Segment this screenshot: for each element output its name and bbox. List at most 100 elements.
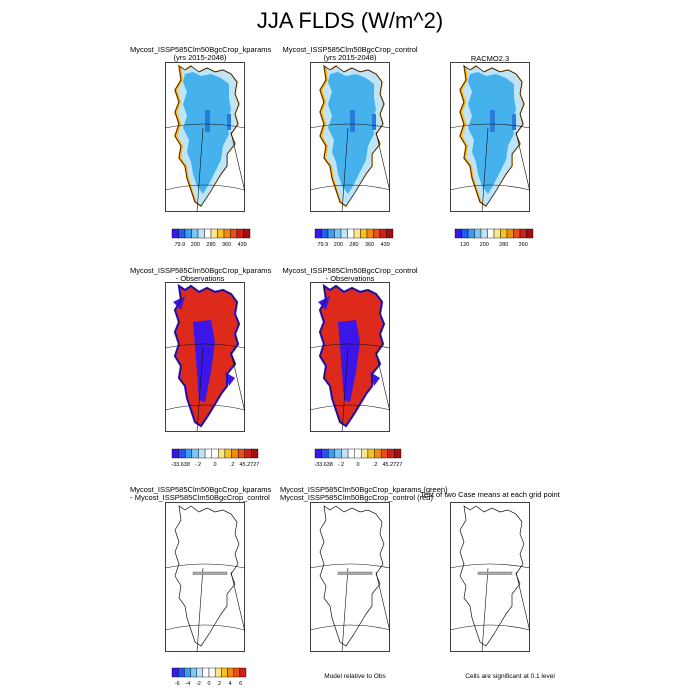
- longitude-line: [481, 567, 489, 652]
- coastline: [319, 285, 385, 427]
- ice-sheet-interior: [468, 72, 516, 194]
- latitude-line: [310, 123, 390, 129]
- colorbar-swatch: [347, 228, 355, 239]
- east-region: [512, 114, 516, 130]
- longitude-line: [196, 347, 204, 432]
- longitude-line: [196, 567, 204, 652]
- colorbar-swatch: [379, 228, 387, 239]
- colorbar-label: 280: [206, 242, 215, 248]
- colorbar-swatch: [239, 667, 247, 678]
- colorbar-swatch: [231, 448, 239, 459]
- map-frame: [165, 282, 245, 432]
- map-frame: [310, 502, 390, 652]
- colorbar-swatch: [394, 448, 402, 459]
- colorbar-swatch: [387, 448, 395, 459]
- colorbar-swatch: [360, 228, 368, 239]
- latitude-line: [310, 563, 390, 569]
- panel-5-title-line2: - Observations: [325, 274, 375, 283]
- colorbar-swatch: [178, 228, 186, 239]
- colorbar-label: -.2: [338, 462, 344, 468]
- colorbar-swatch: [233, 667, 241, 678]
- panel-2-title: Mycost_ISSP585Clm50BgcCrop_control (yrs …: [280, 46, 420, 62]
- colorbar-swatch: [314, 448, 322, 459]
- grid-stripe: [192, 571, 228, 575]
- colorbar-swatch: [184, 228, 192, 239]
- coastline: [319, 505, 385, 647]
- panel-4-title-line2: - Observations: [175, 274, 225, 283]
- colorbar-label: .2: [373, 462, 378, 468]
- colorbar-label: 200: [334, 242, 343, 248]
- grid-stripe: [337, 571, 373, 575]
- colorbar-swatch: [314, 228, 322, 239]
- longitude-line: [341, 347, 349, 432]
- colorbar-swatch: [513, 228, 521, 239]
- colorbar-swatch: [347, 448, 355, 459]
- east-region: [372, 114, 376, 130]
- colorbar-swatch: [171, 228, 179, 239]
- latitude-line: [165, 404, 245, 411]
- colorbar-label: 4: [229, 681, 232, 687]
- colorbar-swatch: [244, 448, 252, 459]
- colorbar-label: 280: [349, 242, 358, 248]
- colorbar-label: 439: [381, 242, 390, 248]
- colorbar-swatch: [208, 667, 216, 678]
- map-panel-kparams-minus-obs: [165, 282, 245, 432]
- panel-5-title-line1: Mycost_ISSP585Clm50BgcCrop_control: [282, 266, 418, 275]
- ice-sheet-interior: [328, 72, 376, 194]
- latitude-line: [450, 563, 530, 569]
- colorbar-swatch: [380, 448, 388, 459]
- colorbar-diff-kparams: -33.638 -.2 0 .2 45.2727: [171, 448, 259, 468]
- colorbar-swatch: [171, 448, 179, 459]
- longitude-line: [341, 567, 349, 652]
- latitude-line: [310, 404, 390, 411]
- colorbar-swatch: [191, 228, 199, 239]
- latitude-line: [165, 624, 245, 631]
- longitude-line: [375, 351, 390, 413]
- map-panel-racmo: [450, 62, 530, 212]
- panel-4-title: Mycost_ISSP585Clm50BgcCrop_kparams - Obs…: [130, 267, 271, 283]
- negative-core: [193, 320, 215, 402]
- panel-1-title-line2: (yrs 2015-2048): [173, 53, 227, 62]
- colorbar-swatch: [361, 448, 369, 459]
- panel-1-title: Mycost_ISSP585Clm50BgcCrop_kparams (yrs …: [130, 46, 271, 62]
- colorbar-swatch: [223, 228, 231, 239]
- colorbar-swatch: [366, 228, 374, 239]
- negative-core: [338, 320, 360, 402]
- east-region: [227, 114, 231, 130]
- colorbar-swatch: [334, 448, 342, 459]
- map-frame: [165, 62, 245, 212]
- colorbar-swatch: [237, 448, 245, 459]
- colorbar-swatch: [474, 228, 482, 239]
- latitude-line: [450, 624, 530, 631]
- map-panel-ttest: [450, 502, 530, 652]
- map-frame: [310, 282, 390, 432]
- colorbar-swatch: [221, 667, 228, 678]
- colorbar-swatch: [190, 667, 197, 678]
- colorbar-swatch: [328, 448, 336, 459]
- colorbar-label: -2: [196, 681, 201, 687]
- panel-3-title-line1: RACMO2.3: [470, 54, 510, 63]
- colorbar-label: -33.638: [314, 462, 333, 468]
- colorbar-label: 360: [365, 242, 374, 248]
- panel-5-title: Mycost_ISSP585Clm50BgcCrop_control - Obs…: [280, 267, 420, 283]
- colorbar-racmo: 120 200 280 360: [454, 228, 534, 248]
- map-panel-control: [310, 62, 390, 212]
- colorbar-swatch: [196, 667, 204, 678]
- colorbar-swatch: [218, 448, 226, 459]
- panel-7-title-line2: Mycost_ISSP585Clm50BgcCrop_control (red): [280, 493, 433, 502]
- colorbar-swatch: [243, 228, 251, 239]
- colorbar-label: 6: [239, 681, 242, 687]
- colorbar-swatch: [210, 228, 218, 239]
- longitude-line: [230, 351, 245, 413]
- colorbar-swatch: [341, 448, 349, 459]
- colorbar-label: -33.638: [171, 462, 190, 468]
- colorbar-swatch: [197, 228, 205, 239]
- figure-title: JJA FLDS (W/m^2): [256, 8, 444, 33]
- panel-2-title-line1: Mycost_ISSP585Clm50BgcCrop_control: [282, 45, 418, 54]
- colorbar-swatch: [230, 228, 238, 239]
- map-panel-green-red: [310, 502, 390, 652]
- colorbar-swatch: [373, 228, 381, 239]
- latitude-line: [310, 343, 390, 349]
- longitude-line: [341, 127, 349, 212]
- colorbar-swatch: [211, 448, 219, 459]
